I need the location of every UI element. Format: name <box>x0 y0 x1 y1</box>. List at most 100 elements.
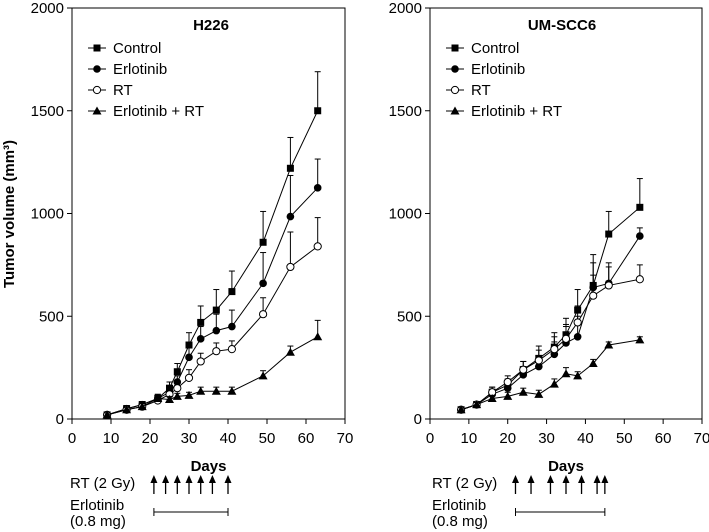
data-point <box>561 334 571 343</box>
rt-arrow-head <box>162 475 170 483</box>
data-point <box>102 410 112 419</box>
data-point <box>456 405 466 414</box>
data-point <box>635 275 644 284</box>
y-tick-label: 1000 <box>31 206 64 223</box>
data-point <box>550 345 559 354</box>
x-tick-label: 20 <box>499 430 516 447</box>
data-point <box>589 291 598 300</box>
erlotinib-dose: (0.8 mg) <box>70 513 126 530</box>
data-point <box>197 318 205 326</box>
x-axis-label: Days <box>191 458 227 475</box>
data-point <box>172 391 182 400</box>
rt-arrow-head <box>593 475 601 483</box>
data-point <box>472 400 482 409</box>
series-line <box>460 235 641 411</box>
series-rt <box>456 264 644 414</box>
data-point <box>259 279 267 288</box>
panel-umscc6: 0 500 1000 1500 2000 0 10 20 30 40 50 60 70 Days UM-SC… <box>389 0 709 530</box>
data-point <box>122 405 132 414</box>
data-point <box>212 306 220 314</box>
y-tick-label: 0 <box>56 411 64 428</box>
rt-arrow-head <box>511 475 519 483</box>
legend-marker <box>450 85 460 95</box>
data-point <box>227 386 237 395</box>
x-tick-label: 10 <box>103 430 120 447</box>
x-tick-label: 50 <box>616 430 633 447</box>
x-tick-label: 50 <box>259 430 276 447</box>
panel-h226: 0 500 1000 1500 2000 0 10 20 30 40 50 60 70 Days H226 C… <box>31 0 354 530</box>
x-tick-label: 20 <box>142 430 159 447</box>
x-tick-label: 10 <box>461 430 478 447</box>
legend-label: Control <box>113 40 161 57</box>
legend-label: Erlotinib <box>471 61 525 78</box>
series-erlotinib-rt <box>102 319 323 419</box>
legend-marker <box>451 65 459 73</box>
data-point <box>534 389 544 398</box>
series-line <box>106 245 319 416</box>
legend-label: RT <box>113 82 133 99</box>
data-point <box>212 347 221 356</box>
series-line <box>106 187 319 416</box>
chart-title: H226 <box>193 17 229 34</box>
legend-marker <box>92 85 102 95</box>
y-tick-label: 2000 <box>389 0 422 17</box>
data-point <box>573 371 583 380</box>
data-point <box>605 230 613 238</box>
rt-label: RT (2 Gy) <box>432 475 497 492</box>
data-point <box>535 362 543 371</box>
y-tick-label: 2000 <box>31 0 64 17</box>
erlotinib-dose: (0.8 mg) <box>432 513 488 530</box>
data-point <box>519 365 528 374</box>
data-point <box>285 347 295 356</box>
data-point <box>313 332 323 341</box>
legend-marker <box>450 106 460 115</box>
x-tick-label: 40 <box>577 430 594 447</box>
rt-label: RT (2 Gy) <box>70 475 135 492</box>
data-point <box>635 335 645 344</box>
data-point <box>212 326 221 335</box>
rt-arrow-head <box>601 475 609 483</box>
rt-arrow-head <box>546 475 554 483</box>
legend-label: RT <box>471 82 491 99</box>
series-erlotinib <box>103 158 322 419</box>
data-point <box>286 262 295 272</box>
data-point <box>573 318 582 327</box>
data-point <box>165 394 174 403</box>
data-point <box>185 341 193 349</box>
x-tick-label: 40 <box>220 430 237 447</box>
series-erlotinib-rt <box>456 335 645 414</box>
rt-arrow-head <box>562 475 570 483</box>
rt-arrow-head <box>224 475 232 483</box>
legend-marker <box>93 44 101 52</box>
rt-arrow-head <box>527 475 535 483</box>
data-point <box>228 322 236 331</box>
data-point <box>258 371 268 380</box>
data-point <box>173 368 181 376</box>
data-point <box>313 184 322 192</box>
legend-label: Control <box>471 40 519 57</box>
data-point <box>573 333 582 341</box>
x-tick-label: 60 <box>655 430 672 447</box>
y-tick-label: 1000 <box>389 206 422 223</box>
rt-arrow-head <box>150 475 158 483</box>
rt-arrow-head <box>578 475 586 483</box>
data-point <box>604 281 613 290</box>
series-line <box>460 206 641 411</box>
series-rt <box>103 217 322 419</box>
rt-arrow-head <box>208 475 216 483</box>
chart-title: UM-SCC6 <box>528 17 596 34</box>
erlotinib-label: Erlotinib <box>432 497 486 514</box>
data-point <box>503 384 512 392</box>
data-point <box>196 357 205 366</box>
data-point <box>636 232 644 240</box>
series-control <box>103 71 322 419</box>
data-point <box>196 335 205 343</box>
erlotinib-label: Erlotinib <box>70 497 124 514</box>
data-point <box>196 386 206 395</box>
x-tick-label: 30 <box>181 430 198 447</box>
data-point <box>227 345 236 354</box>
data-point <box>314 107 322 115</box>
data-point <box>153 393 163 402</box>
x-tick-label: 60 <box>298 430 315 447</box>
y-axis-label: Tumor volume (mm³) <box>1 140 18 288</box>
